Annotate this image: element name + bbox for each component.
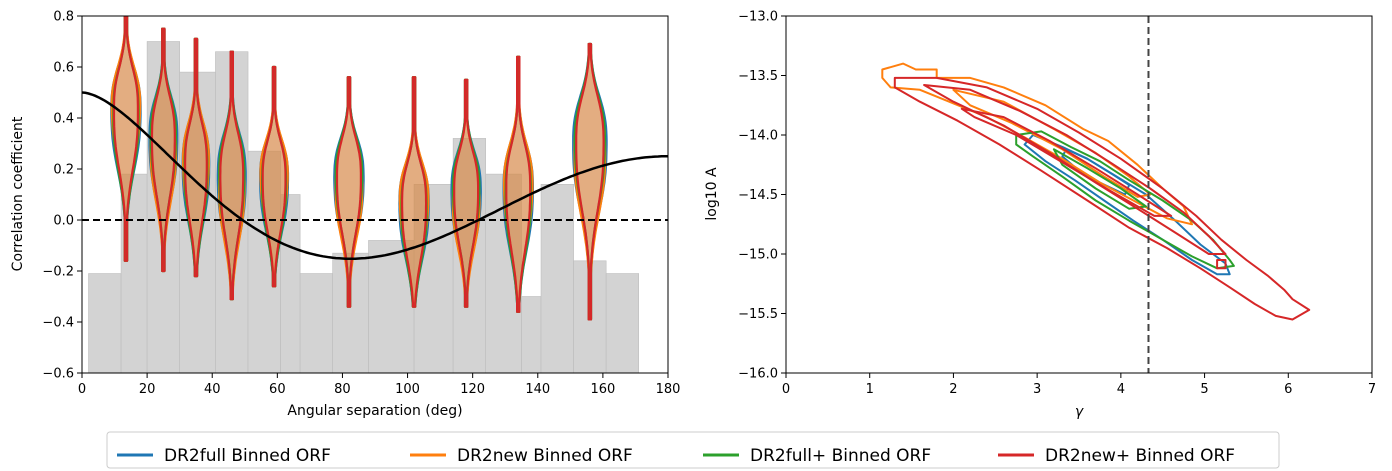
violin [572,42,608,321]
contour-dr2new_plus [923,84,1227,255]
contour-group-dr2full_plus [1015,130,1235,270]
legend: DR2full Binned ORF DR2new Binned ORF DR2fu… [106,431,1280,469]
x-tick-label: 1 [866,382,874,397]
x-tick-label: 40 [204,382,221,397]
violins [110,16,608,321]
y-tick-label: −13.0 [738,10,778,25]
violin-dr2new_plus [575,42,605,321]
violin-dr2new_plus [184,37,208,278]
violin [216,50,247,301]
contour-dr2full [1061,148,1131,196]
right-x-axis-label: γ [1075,404,1084,420]
x-tick-label: 100 [395,382,420,397]
histogram-bar [521,296,542,373]
contour-group-dr2new_plus [893,76,1311,321]
y-tick-label: 0.4 [53,112,74,127]
contour-dr2full_plus [1052,148,1147,210]
legend-item-dr2full_plus: DR2full+ Binned ORF [703,446,931,466]
contour-dr2new_plus [960,107,1173,217]
x-tick-label: 6 [1284,382,1292,397]
histogram-bar [605,273,640,373]
y-tick-label: −16.0 [738,367,778,382]
x-tick-label: 80 [334,382,351,397]
y-tick-label: −15.0 [738,248,778,263]
legend-label: DR2full+ Binned ORF [750,446,931,466]
left-y-ticks: −0.6 −0.4 −0.2 0.0 0.2 0.4 0.6 0.8 [42,10,82,382]
contour-group-dr2full [1023,134,1231,276]
y-tick-label: 0.2 [53,163,74,178]
histogram-bar [88,273,122,373]
contours [881,62,1311,321]
y-tick-label: −0.4 [42,316,74,331]
right-x-ticks: 0 1 2 3 4 5 6 7 [782,373,1376,397]
violin [110,16,142,262]
right-y-ticks: −16.0 −15.5 −15.0 −14.5 −14.0 −13.5 −13.0 [738,10,786,382]
x-tick-label: 7 [1368,382,1376,397]
histogram-bars [88,41,640,373]
x-tick-label: 5 [1200,382,1208,397]
legend-item-dr2new: DR2new Binned ORF [410,446,633,466]
x-tick-label: 20 [139,382,156,397]
contour-dr2full_plus [1015,130,1235,270]
x-tick-label: 160 [590,382,615,397]
legend-label: DR2new Binned ORF [457,446,633,466]
x-tick-label: 60 [269,382,286,397]
left-plot-frame [81,15,669,374]
legend-label: DR2full Binned ORF [164,446,331,466]
y-tick-label: −13.5 [738,69,778,84]
y-tick-label: −14.0 [738,129,778,144]
legend-item-dr2full: DR2full Binned ORF [117,446,331,466]
y-tick-label: −0.6 [42,367,74,382]
x-tick-label: 4 [1117,382,1125,397]
x-tick-label: 2 [949,382,957,397]
x-tick-label: 120 [460,382,485,397]
y-tick-label: −0.2 [42,265,74,280]
contour-dr2new_plus [1216,259,1227,270]
histogram-bar [299,273,333,373]
legend-label: DR2new+ Binned ORF [1045,446,1235,466]
x-tick-label: 140 [525,382,550,397]
violin [181,37,211,278]
y-tick-label: 0.0 [53,214,74,229]
x-tick-label: 180 [656,382,681,397]
left-violin-panel: 0 20 40 60 80 100 120 140 160 180 −0.6 −0.4 −0.2 0.0… [10,10,680,420]
histogram-bar [540,184,574,373]
y-tick-label: −15.5 [738,307,778,322]
left-y-axis-label: Correlation coefficient [10,116,26,271]
y-tick-label: −14.5 [738,188,778,203]
left-x-axis-label: Angular separation (deg) [287,403,462,419]
x-tick-label: 0 [782,382,790,397]
y-tick-label: 0.8 [53,10,74,25]
violin [450,78,482,308]
x-tick-label: 3 [1033,382,1041,397]
violin [259,65,290,288]
contour-dr2new_plus [893,76,1311,321]
x-tick-label: 0 [78,382,86,397]
left-x-ticks: 0 20 40 60 80 100 120 140 160 180 [78,373,681,397]
right-y-axis-label: log10 A [704,167,720,221]
violin [502,55,535,313]
hellings-downs-curve [82,91,668,260]
violin-dr2new_plus [219,50,245,301]
violin [333,76,365,308]
violin-dr2new_plus [335,76,362,308]
violin-dr2new_plus [505,55,532,313]
reference-lines [82,91,668,260]
violin-dr2new_plus [112,16,139,262]
legend-item-dr2new_plus: DR2new+ Binned ORF [998,446,1235,466]
y-tick-label: 0.6 [53,61,74,76]
violin-dr2new_plus [261,65,287,288]
legend-frame [106,431,1280,469]
violin-dr2new_plus [453,78,480,308]
